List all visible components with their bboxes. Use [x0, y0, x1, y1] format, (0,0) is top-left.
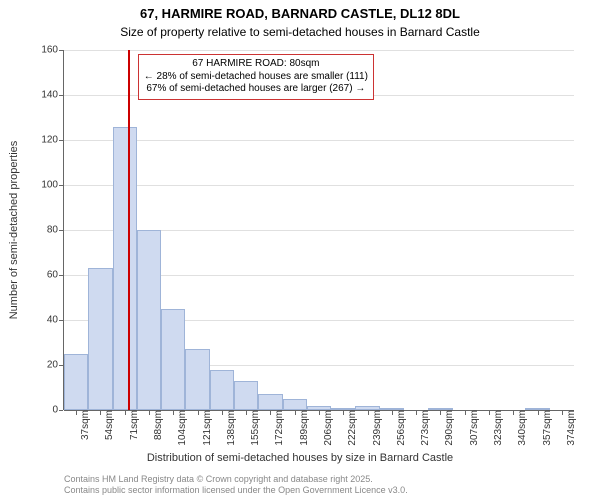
- x-tick-label: 54sqm: [100, 410, 115, 440]
- x-tick-label: 155sqm: [246, 410, 261, 446]
- callout-line: 67 HARMIRE ROAD: 80sqm: [144, 58, 368, 71]
- x-tick-label: 323sqm: [489, 410, 504, 446]
- y-tick-label: 100: [41, 180, 64, 191]
- x-tick-label: 37sqm: [76, 410, 91, 440]
- y-tick-label: 60: [47, 270, 64, 281]
- y-tick-label: 40: [47, 315, 64, 326]
- histogram-bar: [88, 268, 112, 410]
- y-tick-label: 0: [52, 405, 64, 416]
- y-tick-label: 160: [41, 45, 64, 56]
- x-tick-label: 104sqm: [173, 410, 188, 446]
- histogram-bar: [137, 230, 161, 410]
- attribution: Contains HM Land Registry data © Crown c…: [64, 474, 408, 496]
- x-tick-label: 172sqm: [270, 410, 285, 446]
- x-tick-label: 239sqm: [368, 410, 383, 446]
- attribution-line: Contains HM Land Registry data © Crown c…: [64, 474, 408, 485]
- x-tick-label: 357sqm: [538, 410, 553, 446]
- histogram-bar: [185, 349, 209, 410]
- y-tick-label: 20: [47, 360, 64, 371]
- x-tick-label: 71sqm: [125, 410, 140, 440]
- gridline: [64, 50, 574, 51]
- histogram-bar: [113, 127, 137, 411]
- histogram-bar: [210, 370, 234, 411]
- callout-line: 67% of semi-detached houses are larger (…: [144, 83, 368, 96]
- gridline: [64, 140, 574, 141]
- histogram-plot: 02040608010012014016037sqm54sqm71sqm88sq…: [64, 50, 574, 410]
- reference-line: [128, 50, 130, 410]
- histogram-bar: [161, 309, 185, 410]
- x-tick-label: 340sqm: [513, 410, 528, 446]
- chart-title: 67, HARMIRE ROAD, BARNARD CASTLE, DL12 8…: [0, 0, 600, 23]
- y-tick-label: 140: [41, 90, 64, 101]
- x-tick-label: 88sqm: [149, 410, 164, 440]
- callout-box: 67 HARMIRE ROAD: 80sqm← 28% of semi-deta…: [138, 54, 374, 100]
- y-tick-label: 120: [41, 135, 64, 146]
- histogram-bar: [283, 399, 307, 410]
- x-axis-title: Distribution of semi-detached houses by …: [0, 452, 600, 464]
- x-tick-label: 290sqm: [440, 410, 455, 446]
- x-tick-label: 273sqm: [416, 410, 431, 446]
- histogram-bar: [64, 354, 88, 410]
- gridline: [64, 185, 574, 186]
- y-tick-label: 80: [47, 225, 64, 236]
- histogram-bar: [234, 381, 258, 410]
- attribution-line: Contains public sector information licen…: [64, 485, 408, 496]
- histogram-bar: [258, 394, 282, 410]
- x-tick-label: 206sqm: [319, 410, 334, 446]
- chart-subtitle: Size of property relative to semi-detach…: [0, 25, 600, 39]
- x-tick-label: 374sqm: [562, 410, 577, 446]
- x-tick-label: 121sqm: [198, 410, 213, 446]
- y-axis-title: Number of semi-detached properties: [8, 141, 20, 320]
- x-tick-label: 307sqm: [465, 410, 480, 446]
- x-tick-label: 189sqm: [295, 410, 310, 446]
- x-tick-label: 256sqm: [392, 410, 407, 446]
- x-tick-label: 222sqm: [343, 410, 358, 446]
- callout-line: ← 28% of semi-detached houses are smalle…: [144, 71, 368, 84]
- x-tick-label: 138sqm: [222, 410, 237, 446]
